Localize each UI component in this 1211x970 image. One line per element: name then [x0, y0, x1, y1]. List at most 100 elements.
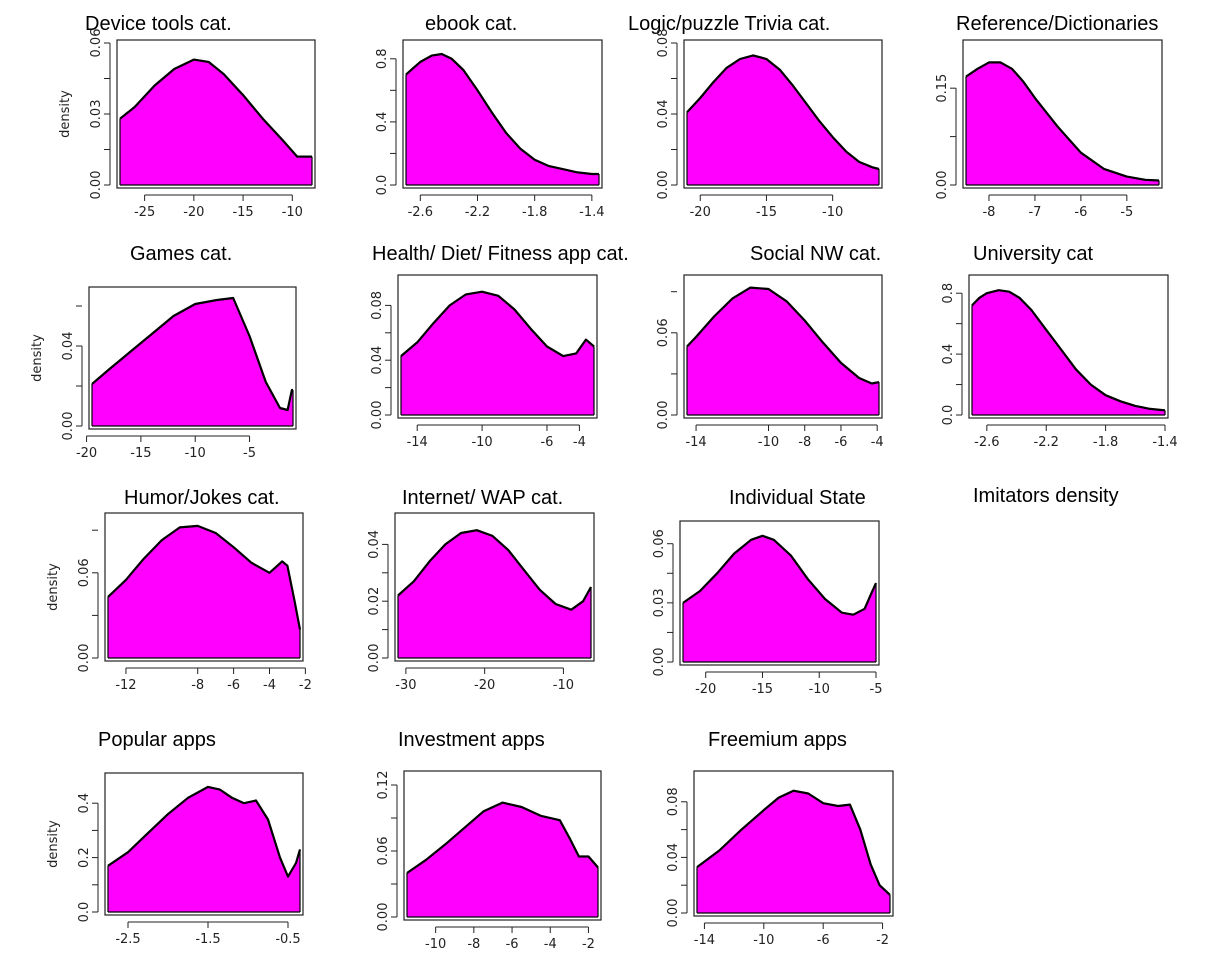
- y-tick-label: 0.00: [666, 899, 681, 928]
- panel-title: ebook cat.: [425, 13, 517, 35]
- x-tick-label: -2: [876, 933, 889, 948]
- density-panel: Individual State -20 -15 -10 -5 0.00 0.03 0.06: [652, 487, 882, 697]
- y-tick-label: 0.06: [77, 558, 92, 587]
- x-tick-label: -15: [756, 205, 777, 220]
- density-panel: Games cat. -20 -15 -10 -5 0.00 0.04 density: [30, 243, 297, 461]
- side-title: Imitators density: [973, 485, 1119, 507]
- density-panel: Humor/Jokes cat. -12 -8 -6 -4 -2 0.00 0.06 densi…: [46, 487, 312, 693]
- x-tick-label: -8: [191, 678, 204, 693]
- y-tick-label: 0.06: [656, 318, 671, 347]
- y-tick-label: 0.0: [375, 175, 390, 196]
- plot-frame: [397, 274, 598, 419]
- x-tick-label: -10: [822, 205, 843, 220]
- y-axis-label: density: [46, 563, 61, 611]
- density-area: [108, 525, 300, 658]
- x-tick-label: -1.8: [1093, 435, 1118, 450]
- x-tick-label: -1.5: [195, 932, 220, 947]
- density-curve: [405, 52, 599, 176]
- density-curve: [91, 296, 293, 412]
- x-tick-label: -20: [695, 682, 716, 697]
- y-tick-label: 0.06: [89, 29, 104, 58]
- y-tick-label: 0.12: [376, 771, 391, 800]
- x-tick-label: -4: [263, 678, 276, 693]
- panel-title: Device tools cat.: [85, 13, 232, 35]
- y-tick-label: 0.00: [935, 171, 950, 200]
- density-curve: [107, 524, 302, 630]
- plot-frame: [683, 39, 883, 189]
- density-panel: Logic/puzzle Trivia cat. -20 -15 -10 0.00 0.0…: [628, 13, 883, 220]
- density-panel: Social NW cat. -14 -10 -8 -6 -4 0.00 0.06: [656, 243, 884, 450]
- density-curve: [696, 789, 891, 896]
- x-tick-label: -2.6: [974, 435, 999, 450]
- x-tick-label: -14: [685, 435, 706, 450]
- density-panel: ebook cat. -2.6 -2.2 -1.8 -1.4 0.0 0.4 0.8: [375, 13, 605, 220]
- density-area: [108, 786, 300, 912]
- x-tick-label: -2.5: [115, 932, 140, 947]
- density-curve: [400, 290, 595, 358]
- y-tick-label: 0.02: [367, 587, 382, 616]
- x-tick-label: -15: [752, 682, 773, 697]
- density-area: [697, 790, 890, 913]
- panel-title: Logic/puzzle Trivia cat.: [628, 13, 830, 35]
- y-tick-label: 0.00: [89, 171, 104, 200]
- density-panel: University cat -2.6 -2.2 -1.8 -1.4 0.0 0.4 0.8: [941, 243, 1178, 450]
- y-tick-label: 0.04: [61, 332, 76, 361]
- density-area: [407, 802, 598, 917]
- plot-frame: [968, 274, 1169, 419]
- x-tick-label: -6: [834, 435, 847, 450]
- x-tick-label: -1.4: [579, 205, 604, 220]
- x-tick-label: -20: [76, 446, 97, 461]
- x-tick-label: -5: [870, 682, 883, 697]
- plot-frame: [394, 512, 595, 662]
- x-tick-label: -10: [809, 682, 830, 697]
- y-tick-label: 0.2: [77, 847, 92, 868]
- y-tick-label: 0.00: [652, 648, 667, 677]
- plot-frame: [403, 770, 602, 921]
- y-tick-label: 0.08: [656, 29, 671, 58]
- x-tick-label: -10: [282, 205, 303, 220]
- density-panel: Internet/ WAP cat. -30 -20 -10 0.00 0.02 0.04: [367, 487, 595, 693]
- panel-title: Freemium apps: [708, 729, 847, 751]
- density-panel: Freemium apps -14 -10 -6 -2 0.00 0.04 0.08: [666, 729, 894, 948]
- density-curve: [682, 534, 878, 616]
- y-tick-label: 0.0: [77, 902, 92, 923]
- density-area: [683, 535, 876, 662]
- y-tick-label: 0.06: [652, 529, 667, 558]
- x-tick-label: -20: [183, 205, 204, 220]
- density-curve: [686, 54, 880, 171]
- plot-frame: [116, 39, 316, 189]
- x-tick-label: -30: [395, 678, 416, 693]
- density-area: [687, 287, 879, 415]
- x-tick-label: -2.2: [465, 205, 490, 220]
- x-tick-label: -10: [425, 937, 446, 952]
- density-curve: [971, 289, 1166, 412]
- y-tick-label: 0.00: [656, 401, 671, 430]
- panel-title: Games cat.: [130, 243, 232, 265]
- density-area: [398, 530, 591, 658]
- y-tick-label: 0.04: [656, 100, 671, 129]
- plot-frame: [402, 39, 603, 189]
- density-area: [972, 290, 1165, 415]
- x-tick-label: -0.5: [275, 932, 300, 947]
- y-axis-label: density: [46, 820, 61, 868]
- density-curve: [119, 58, 312, 158]
- x-tick-label: -2: [299, 678, 312, 693]
- x-tick-label: -6: [1074, 205, 1087, 220]
- x-tick-label: -10: [471, 435, 492, 450]
- x-tick-label: -20: [690, 205, 711, 220]
- y-tick-label: 0.00: [370, 401, 385, 430]
- density-curve: [406, 801, 599, 874]
- x-tick-label: -1.4: [1152, 435, 1177, 450]
- y-tick-label: 0.8: [941, 283, 956, 304]
- x-tick-label: -5: [1120, 205, 1133, 220]
- y-tick-label: 0.04: [666, 843, 681, 872]
- density-area: [966, 62, 1159, 185]
- x-tick-label: -10: [553, 678, 574, 693]
- x-tick-label: -5: [243, 446, 256, 461]
- density-curve: [965, 61, 1160, 182]
- y-tick-label: 0.04: [370, 346, 385, 375]
- density-panel: Health/ Diet/ Fitness app cat. -14 -10 -6 -4…: [370, 243, 629, 450]
- x-tick-label: -2.2: [1034, 435, 1059, 450]
- x-tick-label: -2: [582, 937, 595, 952]
- plot-frame: [679, 520, 880, 666]
